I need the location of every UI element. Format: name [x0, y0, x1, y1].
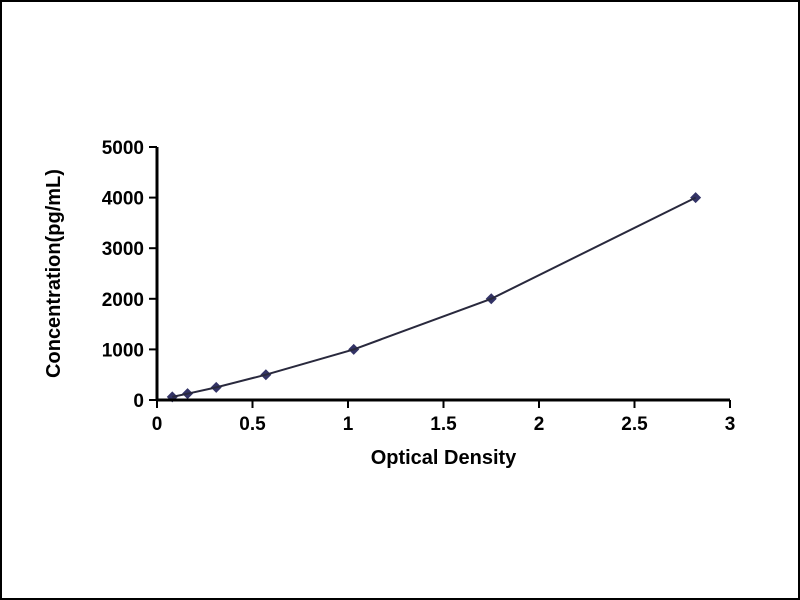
y-tick-label: 2000 [102, 290, 144, 311]
x-tick-label: 0.5 [239, 414, 266, 435]
data-line [172, 196, 697, 398]
y-tick-label: 0 [133, 391, 144, 412]
y-tick-label: 1000 [102, 340, 144, 361]
x-tick-label: 1.5 [430, 414, 457, 435]
x-tick-label: 3 [725, 414, 736, 435]
x-tick-label: 1 [343, 414, 354, 435]
y-tick-label: 3000 [102, 239, 144, 260]
y-tick-label: 4000 [102, 189, 144, 210]
y-tick-label: 5000 [102, 138, 144, 159]
x-tick-label: 2 [534, 414, 545, 435]
x-axis-label: Optical Density [371, 447, 517, 469]
x-tick-label: 2.5 [621, 414, 648, 435]
y-axis-label: Concentration(pg/mL) [43, 169, 65, 378]
x-tick-label: 0 [152, 414, 163, 435]
